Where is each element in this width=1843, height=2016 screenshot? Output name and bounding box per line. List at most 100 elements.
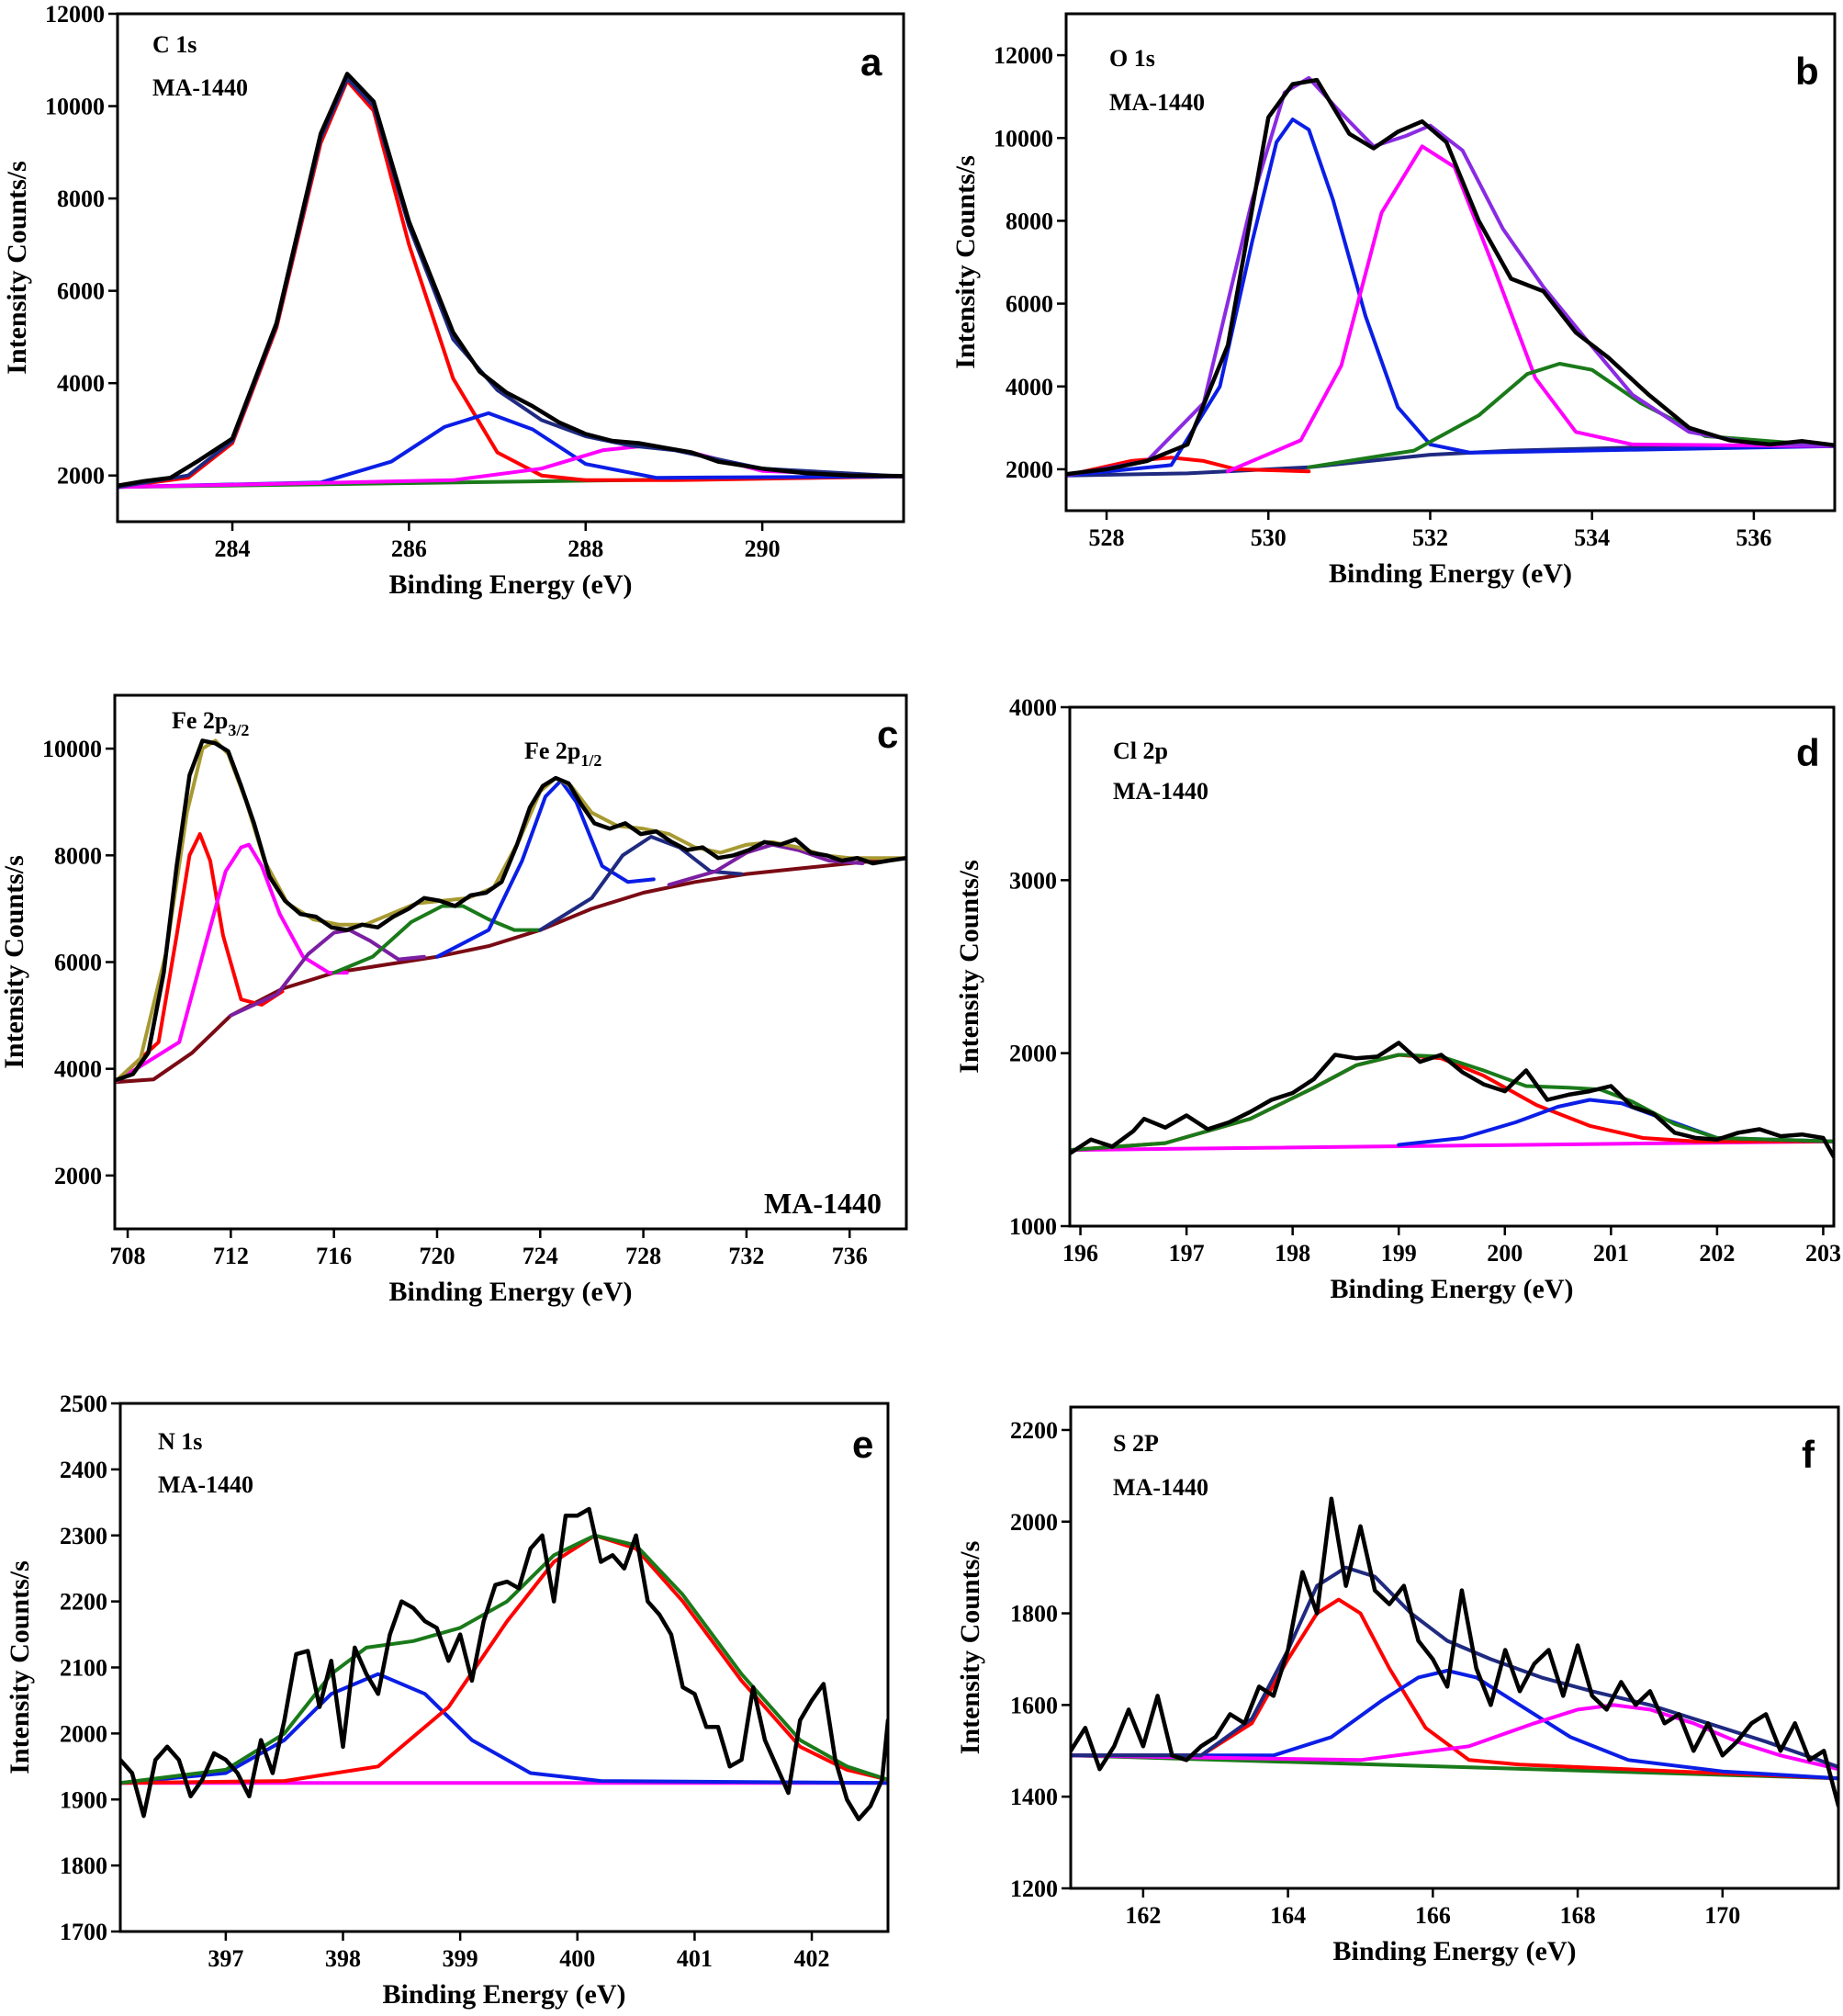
sample-label: MA-1440 [1113, 1474, 1208, 1501]
x-tick-label: 164 [1270, 1902, 1306, 1929]
y-tick-label: 10000 [45, 94, 105, 120]
y-tick-label: 1700 [60, 1919, 107, 1945]
series-line-s-satellite [1071, 1703, 1838, 1772]
sample-label: MA-1440 [158, 1471, 253, 1498]
x-tick-label: 528 [1089, 524, 1125, 551]
y-tick-label: 4000 [1006, 374, 1053, 400]
x-axis-title: Binding Energy (eV) [1330, 1274, 1573, 1304]
panel-b: 528 530 532 534 536 2000 4000 6000 8000 10000 1200… [950, 12, 1837, 589]
y-tick-label: 6000 [57, 278, 105, 305]
series-line-experimental [1070, 1041, 1834, 1159]
y-axis-title: Intensity Counts/s [2, 161, 32, 375]
y-tick-label: 4000 [54, 1056, 102, 1083]
y-tick-label: 8000 [1006, 208, 1053, 234]
series-line-experimental [118, 72, 904, 489]
series-group [115, 738, 906, 1085]
series-group [1071, 1496, 1838, 1808]
x-tick-label: 532 [1412, 524, 1448, 551]
x-tick-label: 203 [1805, 1240, 1841, 1267]
y-axis-title: Intensity Counts/s [954, 860, 984, 1074]
plot-frame [116, 12, 905, 524]
x-axis-title: Binding Energy (eV) [388, 1277, 632, 1307]
panel-f: 162 164 166 168 170 1200 1400 1600 1800 2000 2200 B… [955, 1405, 1840, 1966]
panel-a: 284 286 288 290 2000 4000 6000 8000 10000 12000 Bi… [2, 1, 905, 600]
y-axis-title: Intensity Counts/s [5, 1560, 35, 1774]
x-tick-label: 290 [745, 535, 781, 562]
series-line-shirley-background [115, 856, 906, 1085]
x-tick-label: 712 [213, 1243, 249, 1269]
plot-frame [1069, 1405, 1840, 1890]
y-tick-label: 1900 [60, 1786, 107, 1813]
series-line-experimental [1066, 77, 1835, 477]
panel-e: 397 398 399 400 401 402 1700 1800 1900 2000 2100 22… [5, 1391, 890, 2010]
y-tick-label: 2200 [60, 1589, 107, 1616]
series-line-o-peak-1 [1066, 456, 1311, 478]
y-tick-label: 2500 [60, 1391, 107, 1417]
series-line-cl-2p3-2 [1070, 1053, 1834, 1153]
x-tick-label: 162 [1125, 1902, 1161, 1929]
series-line-envelope [120, 1533, 888, 1785]
y-tick-label: 2400 [60, 1457, 107, 1483]
panel-title: N 1s [158, 1428, 202, 1455]
plot-frame [113, 693, 908, 1231]
x-tick-label: 728 [625, 1243, 661, 1269]
y-tick-label: 10000 [994, 125, 1053, 152]
y-tick-label: 6000 [1006, 291, 1053, 318]
y-tick-label: 1400 [1010, 1784, 1058, 1810]
sample-label: MA-1440 [152, 74, 248, 101]
panel-letter: a [860, 40, 882, 84]
panel-d: 196 197 198 199 200 201 202 203 1000 2000 3000 4000… [954, 694, 1841, 1304]
y-tick-label: 12000 [994, 42, 1053, 69]
series-line-experimental [1071, 1496, 1838, 1808]
y-tick-label: 4000 [1009, 694, 1057, 721]
panel-letter: d [1796, 731, 1820, 774]
panel-letter: e [852, 1423, 873, 1466]
y-axis-title: Intensity Counts/s [0, 855, 29, 1069]
x-tick-label: 198 [1275, 1240, 1310, 1267]
panel-title: S 2P [1113, 1430, 1159, 1457]
y-tick-label: 2300 [60, 1523, 107, 1549]
y-tick-label: 2200 [1010, 1417, 1058, 1444]
x-tick-label: 399 [443, 1945, 478, 1972]
plot-frame [1064, 12, 1837, 512]
peak-annotation: Fe 2p1/2 [524, 738, 601, 770]
y-tick-label: 1800 [1010, 1601, 1058, 1627]
series-group [118, 72, 904, 490]
x-tick-label: 202 [1699, 1240, 1735, 1267]
x-axis-title: Binding Energy (eV) [388, 569, 632, 600]
x-tick-label: 708 [110, 1243, 146, 1269]
series-line-satellite-1 [229, 928, 426, 1018]
x-axis-title: Binding Energy (eV) [382, 1979, 625, 2010]
series-line-o-peak-2 [1066, 118, 1835, 478]
y-tick-label: 3000 [1009, 867, 1057, 894]
x-tick-label: 201 [1593, 1240, 1629, 1267]
y-tick-label: 2000 [60, 1720, 107, 1747]
series-line-envelope [115, 738, 906, 1085]
y-axis-title: Intensity Counts/s [950, 155, 981, 369]
panel-letter: c [877, 713, 898, 756]
x-tick-label: 397 [208, 1945, 243, 1972]
x-tick-label: 716 [316, 1243, 352, 1269]
series-line-n-peak-2 [120, 1533, 888, 1785]
panel-letter: f [1802, 1433, 1815, 1476]
y-tick-label: 1000 [1009, 1213, 1057, 1240]
peak-annotation: Fe 2p3/2 [172, 707, 249, 739]
x-tick-label: 401 [677, 1945, 713, 1972]
sample-label: MA-1440 [1109, 89, 1205, 116]
series-line-fe-2p1-2-a [435, 779, 656, 959]
y-tick-label: 2000 [57, 463, 105, 490]
x-tick-label: 286 [391, 535, 427, 562]
y-tick-label: 12000 [45, 1, 105, 28]
x-tick-label: 732 [728, 1243, 764, 1269]
panel-title: C 1s [152, 31, 197, 58]
series-line-experimental [120, 1506, 888, 1822]
series-line-c-peak-2 [118, 411, 904, 490]
x-axis-title: Binding Energy (eV) [1332, 1936, 1576, 1966]
series-line-fe2-2p3-2 [115, 832, 285, 1085]
x-tick-label: 402 [794, 1945, 830, 1972]
series-line-envelope [1066, 75, 1835, 478]
series-line-s-2p3-2 [1071, 1597, 1838, 1781]
x-tick-label: 200 [1487, 1240, 1523, 1267]
plot-frame [1068, 705, 1836, 1228]
